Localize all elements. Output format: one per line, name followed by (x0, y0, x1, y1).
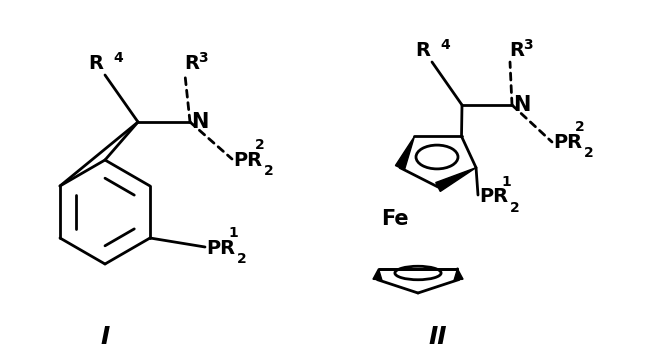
Text: 2: 2 (510, 201, 520, 215)
Text: 4: 4 (440, 38, 450, 52)
Polygon shape (454, 269, 463, 280)
Text: 2: 2 (255, 138, 265, 152)
Text: R: R (88, 54, 103, 73)
Polygon shape (373, 269, 382, 280)
Polygon shape (396, 136, 415, 170)
Text: R: R (184, 54, 199, 73)
Text: R: R (509, 41, 524, 60)
Text: 3: 3 (198, 51, 208, 65)
Text: I: I (100, 325, 110, 349)
Text: 4: 4 (113, 51, 123, 65)
Text: 1: 1 (228, 226, 237, 240)
Text: PR: PR (479, 187, 508, 206)
Text: 2: 2 (575, 120, 584, 134)
Text: PR: PR (233, 151, 262, 170)
Text: Fe: Fe (381, 209, 409, 229)
Text: PR: PR (206, 238, 235, 257)
Text: R: R (415, 41, 430, 60)
Text: 2: 2 (264, 164, 274, 178)
Text: N: N (191, 112, 209, 132)
Text: II: II (429, 325, 447, 349)
Text: 3: 3 (523, 38, 533, 52)
Text: 1: 1 (501, 175, 511, 189)
Text: 2: 2 (237, 252, 247, 266)
Text: PR: PR (553, 132, 582, 151)
Text: N: N (513, 95, 530, 115)
Polygon shape (436, 168, 476, 191)
Text: 2: 2 (584, 146, 594, 160)
